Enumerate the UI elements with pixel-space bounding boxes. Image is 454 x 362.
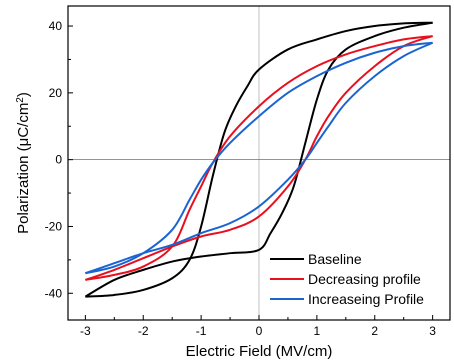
x-tick-label: -2 bbox=[138, 324, 149, 338]
y-axis-title-unit: μC/cm bbox=[15, 103, 32, 147]
increasing-profile-upper-branch bbox=[85, 41, 433, 275]
y-tick-label: 40 bbox=[49, 19, 63, 33]
legend-label-decreasing-profile: Decreasing profile bbox=[308, 271, 421, 287]
series-layer bbox=[84, 21, 434, 298]
y-tick-label: -40 bbox=[45, 286, 63, 300]
increasing-profile-lower-branch bbox=[85, 41, 434, 275]
y-tick-label: -20 bbox=[45, 219, 63, 233]
x-axis-title: Electric Field (MV/cm) bbox=[186, 343, 333, 360]
zero-lines bbox=[68, 6, 450, 320]
y-tick-label: 20 bbox=[49, 86, 63, 100]
axis-ticks bbox=[68, 25, 434, 320]
y-axis-title-close: ) bbox=[15, 92, 32, 97]
decreasing-profile-upper-branch bbox=[85, 35, 433, 281]
decreasing-profile-lower-branch bbox=[85, 35, 433, 281]
x-tick-label: -1 bbox=[196, 324, 207, 338]
x-tick-label: 3 bbox=[429, 324, 436, 338]
baseline-upper-branch bbox=[85, 21, 433, 298]
x-tick-label: 0 bbox=[256, 324, 263, 338]
y-axis-title-main: Polarization ( bbox=[15, 146, 32, 234]
legend-label-increasing-profile: Increaseing Profile bbox=[308, 291, 424, 307]
legend-label-baseline: Baseline bbox=[308, 251, 362, 267]
x-tick-label: 1 bbox=[314, 324, 321, 338]
y-tick-label: 0 bbox=[55, 153, 62, 167]
legend: Baseline Decreasing profile Increaseing Pr… bbox=[270, 251, 424, 307]
baseline-lower-branch bbox=[84, 21, 433, 298]
axis-tick-labels: -3 -2 -1 0 1 2 3 -40 -20 0 20 40 bbox=[45, 19, 437, 338]
x-tick-label: -3 bbox=[80, 324, 91, 338]
y-axis-title-sup: 2 bbox=[15, 97, 26, 103]
y-axis-title: Polarization (μC/cm2) bbox=[15, 92, 33, 234]
x-tick-label: 2 bbox=[371, 324, 378, 338]
